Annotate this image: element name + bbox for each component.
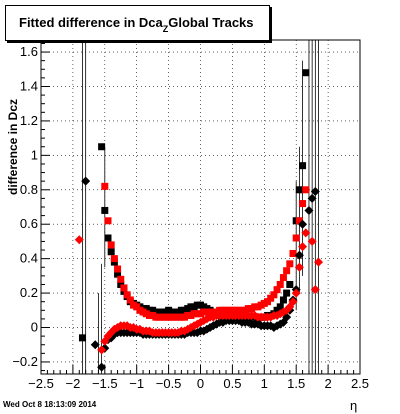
x-tick-label: 2 (324, 376, 331, 391)
data-point-square (276, 280, 284, 288)
data-point-square (279, 296, 287, 304)
data-point-square (114, 265, 122, 273)
y-tick-label: 0 (31, 320, 38, 335)
data-point-square (98, 143, 106, 151)
y-tick-label: −0.2 (12, 354, 38, 369)
data-point-diamond (298, 242, 308, 252)
chart-title-subscript: Z (162, 24, 169, 34)
data-point-square (276, 303, 284, 311)
data-point-diamond (307, 236, 317, 246)
x-tick-label: −0.5 (156, 376, 182, 391)
data-point-square (126, 296, 134, 304)
data-point-diamond (122, 321, 132, 331)
data-point-square (302, 186, 310, 194)
data-point-square (104, 234, 112, 242)
x-tick-label: 0.5 (223, 376, 241, 391)
x-axis-label: η (350, 398, 358, 413)
data-point-square (107, 248, 115, 256)
data-point-diamond (307, 193, 317, 203)
data-point-square (273, 286, 281, 294)
data-point-square (286, 260, 294, 268)
data-point-square (299, 200, 307, 208)
data-point-diamond (314, 257, 324, 267)
y-tick-label: 0.6 (20, 216, 38, 231)
data-point-square (78, 334, 86, 342)
data-point-diamond (298, 219, 308, 229)
data-point-diamond (74, 235, 84, 245)
y-tick-label: 1.4 (20, 78, 38, 93)
data-point-diamond (97, 345, 107, 355)
data-point-diamond (288, 297, 298, 307)
chart-title-suffix: Global Tracks (168, 15, 254, 30)
x-tick-label: −1 (129, 376, 144, 391)
data-point-square (295, 186, 303, 194)
data-point-square (101, 206, 109, 214)
data-point-square (101, 182, 109, 190)
data-point-square (117, 275, 125, 283)
data-point-square (270, 291, 278, 299)
x-tick-label: 0 (197, 376, 204, 391)
y-tick-label: 0.8 (20, 182, 38, 197)
data-point-square (295, 217, 303, 225)
data-point-square (110, 255, 118, 263)
x-tick-label: −2 (65, 376, 80, 391)
data-point-square (292, 234, 300, 242)
data-point-diamond (250, 310, 260, 320)
data-point-square (289, 249, 297, 257)
y-axis-label: difference in Dcz (6, 98, 20, 196)
axis-ticks (40, 42, 361, 374)
data-point-square (302, 69, 310, 77)
chart-title-box: Fitted difference in DcaZGlobal Tracks (5, 5, 270, 41)
data-point-diamond (304, 205, 314, 215)
data-point-square (123, 291, 131, 299)
data-point-square (299, 162, 307, 170)
tick-labels: −2.5 −2 −1.5 −1 −0.5 0 0.5 1 1.5 2 2.5 −0.2 0 0.2 0.4 0… (12, 44, 369, 391)
x-tick-label: 1.5 (287, 376, 305, 391)
data-point-square (283, 267, 291, 275)
data-point-diamond (81, 176, 91, 186)
data-point-diamond (310, 187, 320, 197)
chart-title: Fitted difference in DcaZGlobal Tracks (19, 15, 254, 34)
y-tick-label: 0.2 (20, 285, 38, 300)
y-tick-label: 1.6 (20, 44, 38, 59)
data-point-diamond (90, 340, 100, 350)
data-point-square (104, 217, 112, 225)
y-tick-label: 0.4 (20, 251, 38, 266)
x-tick-label: 1 (261, 376, 268, 391)
timestamp-footer: Wed Oct 8 18:13:09 2014 (3, 400, 97, 409)
x-tick-label: −1.5 (92, 376, 118, 391)
x-tick-label: 2.5 (351, 376, 369, 391)
data-point-diamond (291, 288, 301, 298)
data-point-square (286, 280, 294, 288)
data-point-square (279, 274, 287, 282)
data-point-diamond (294, 262, 304, 272)
x-tick-label: −2.5 (28, 376, 54, 391)
data-points (74, 69, 324, 372)
data-point-diamond (294, 250, 304, 260)
y-tick-label: 1 (31, 147, 38, 162)
data-point-diamond (301, 228, 311, 238)
chart-title-text: Fitted difference in Dca (19, 15, 163, 30)
data-point-square (114, 270, 122, 278)
data-point-square (107, 241, 115, 249)
data-point-square (283, 289, 291, 297)
data-point-diamond (310, 285, 320, 295)
y-tick-label: 1.2 (20, 113, 38, 128)
data-point-diamond (97, 362, 107, 372)
data-point-square (120, 284, 128, 292)
